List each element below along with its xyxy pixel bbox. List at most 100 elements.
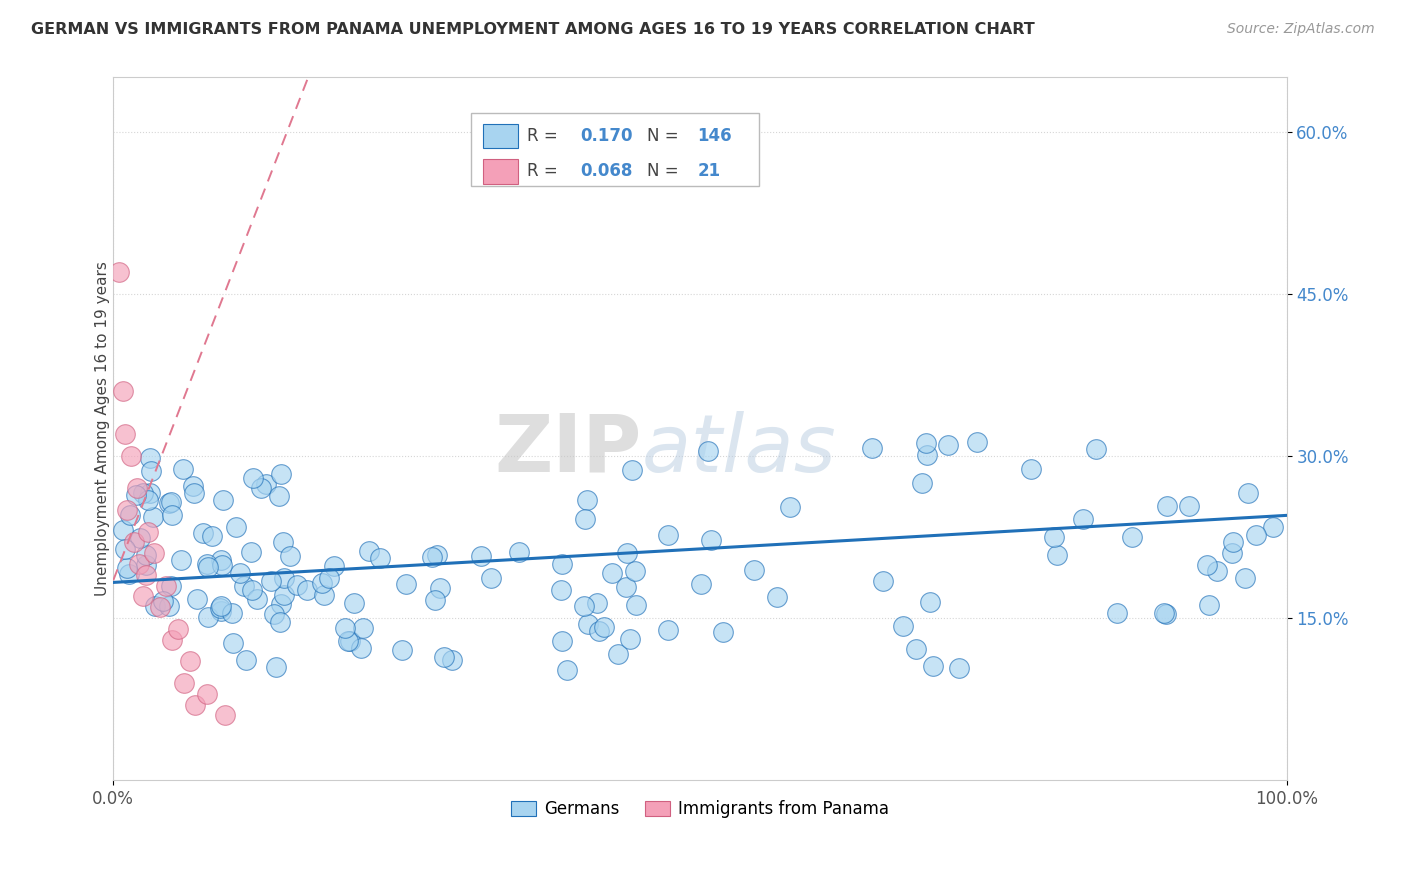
Germans	[426, 549, 449, 563]
Immigrants from Panama	[155, 579, 177, 593]
Germans	[157, 496, 180, 510]
Germans	[1236, 486, 1258, 500]
Germans	[273, 534, 295, 549]
Germans	[391, 642, 413, 657]
Germans	[860, 442, 883, 456]
Immigrants from Panama	[149, 600, 172, 615]
Germans	[222, 636, 245, 650]
Germans	[132, 486, 155, 500]
Germans	[744, 563, 766, 577]
Text: 0.068: 0.068	[581, 162, 633, 180]
Germans	[195, 558, 218, 572]
Immigrants from Panama	[111, 384, 134, 398]
Immigrants from Panama	[125, 481, 148, 495]
Germans	[551, 557, 574, 571]
Germans	[201, 528, 224, 542]
Immigrants from Panama	[166, 622, 188, 636]
Germans	[273, 588, 295, 602]
Germans	[242, 471, 264, 485]
Germans	[135, 548, 157, 562]
Immigrants from Panama	[214, 708, 236, 723]
Germans	[441, 653, 464, 667]
Germans	[572, 599, 595, 613]
Germans	[922, 659, 945, 673]
Germans	[614, 580, 637, 594]
Germans	[240, 544, 263, 558]
Germans	[120, 508, 142, 522]
Germans	[1085, 442, 1108, 457]
Germans	[246, 591, 269, 606]
Germans	[555, 663, 578, 677]
Germans	[616, 546, 638, 560]
Germans	[1042, 530, 1064, 544]
Germans	[333, 621, 356, 635]
Germans	[1046, 548, 1069, 562]
Germans	[711, 624, 734, 639]
Germans	[209, 604, 232, 618]
Germans	[420, 550, 443, 565]
Germans	[1019, 462, 1042, 476]
Germans	[142, 510, 165, 524]
Germans	[551, 634, 574, 648]
Germans	[592, 620, 614, 634]
Immigrants from Panama	[195, 687, 218, 701]
Germans	[197, 610, 219, 624]
Germans	[263, 607, 285, 621]
Germans	[368, 551, 391, 566]
Germans	[114, 541, 136, 556]
Germans	[574, 511, 596, 525]
Germans	[914, 436, 936, 450]
Germans	[125, 488, 148, 502]
Germans	[350, 640, 373, 655]
Germans	[193, 526, 215, 541]
Germans	[621, 463, 644, 477]
Germans	[186, 592, 208, 607]
Immigrants from Panama	[173, 676, 195, 690]
Germans	[352, 621, 374, 635]
Text: N =: N =	[647, 162, 683, 180]
Germans	[160, 508, 183, 522]
Germans	[235, 653, 257, 667]
Germans	[918, 595, 941, 609]
Germans	[576, 493, 599, 508]
Germans	[211, 558, 233, 573]
Germans	[170, 553, 193, 567]
Immigrants from Panama	[117, 503, 139, 517]
Germans	[135, 558, 157, 573]
Germans	[1156, 500, 1178, 514]
Germans	[624, 564, 647, 578]
FancyBboxPatch shape	[471, 112, 759, 186]
Germans	[578, 617, 600, 632]
Germans	[209, 599, 232, 613]
Germans	[891, 618, 914, 632]
Germans	[128, 531, 150, 545]
Text: atlas: atlas	[641, 411, 837, 489]
Germans	[948, 661, 970, 675]
Germans	[588, 624, 610, 638]
Germans	[479, 571, 502, 585]
Legend: Germans, Immigrants from Panama: Germans, Immigrants from Panama	[505, 793, 896, 825]
Germans	[318, 571, 340, 585]
Germans	[395, 577, 418, 591]
Germans	[1153, 606, 1175, 620]
Immigrants from Panama	[131, 590, 153, 604]
Germans	[429, 582, 451, 596]
Germans	[118, 567, 141, 582]
Germans	[606, 648, 628, 662]
Immigrants from Panama	[179, 654, 201, 668]
Germans	[336, 633, 359, 648]
Germans	[209, 553, 232, 567]
Germans	[872, 574, 894, 588]
Germans	[139, 486, 162, 500]
Germans	[1197, 558, 1219, 573]
Germans	[278, 549, 301, 563]
Immigrants from Panama	[128, 557, 150, 571]
Germans	[1222, 546, 1244, 560]
Immigrants from Panama	[108, 265, 131, 279]
Germans	[136, 492, 159, 507]
Immigrants from Panama	[184, 698, 207, 712]
Germans	[657, 528, 679, 542]
Germans	[285, 578, 308, 592]
Germans	[183, 486, 205, 500]
Germans	[269, 615, 291, 629]
